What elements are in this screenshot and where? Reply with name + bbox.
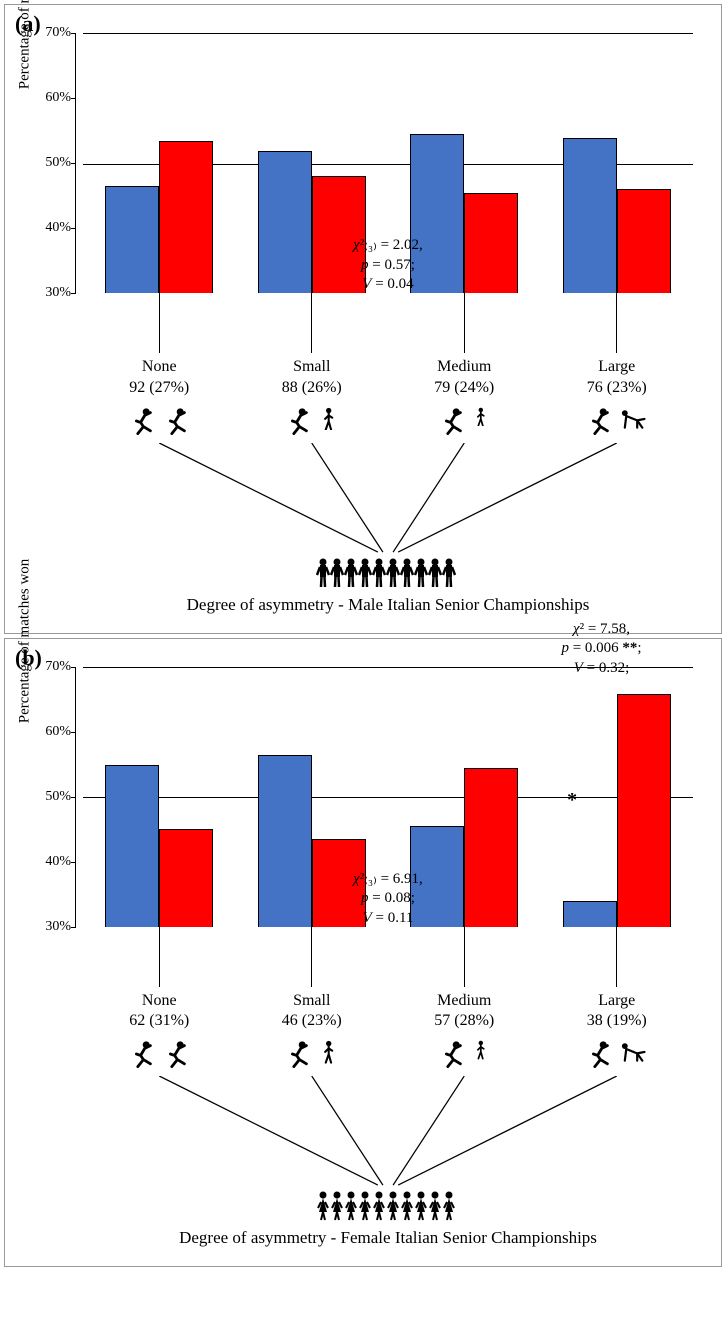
category-label: Large38 (19%) — [541, 991, 694, 1033]
y-axis-title: Percentage of matches won — [17, 0, 34, 89]
panel-caption: Degree of asymmetry - Female Italian Sen… — [83, 1228, 693, 1248]
bar-blue — [258, 755, 312, 927]
y-tick-label: 70% — [45, 25, 71, 41]
category-none: None62 (31%) — [83, 927, 236, 1069]
y-tick-label: 60% — [45, 724, 71, 740]
category-label: None92 (27%) — [83, 357, 236, 399]
converge-lines — [83, 1076, 693, 1196]
bar-pair-large — [541, 34, 694, 293]
category-large: Large76 (23%) — [541, 293, 694, 435]
bar-blue — [563, 138, 617, 293]
bar-red — [159, 829, 213, 926]
bar-blue — [105, 186, 159, 293]
bar-blue — [258, 151, 312, 293]
category-small: Small46 (23%) — [236, 927, 389, 1069]
category-icons — [236, 1040, 389, 1068]
category-icons — [388, 1040, 541, 1068]
y-tick-label: 40% — [45, 854, 71, 870]
plot-area: χ²₍₃₎ = 2.02,p = 0.57;V = 0.04 — [83, 33, 693, 293]
y-tick-label: 60% — [45, 90, 71, 106]
bar-red — [617, 189, 671, 293]
category-large: Large38 (19%) — [541, 927, 694, 1069]
bar-red — [617, 694, 671, 927]
category-icons — [541, 407, 694, 435]
stats-center: χ²₍₃₎ = 2.02,p = 0.57;V = 0.04 — [309, 236, 468, 295]
stats-center: χ²₍₃₎ = 6.91,p = 0.08;V = 0.11 — [309, 870, 468, 929]
panel-a: (a) 30%40%50%60%70% Percentage of matche… — [4, 4, 722, 634]
category-icons — [83, 407, 236, 435]
bar-pair-none — [83, 34, 236, 293]
bar-pair-none — [83, 668, 236, 927]
bar-red — [464, 193, 518, 293]
category-label: Medium57 (28%) — [388, 991, 541, 1033]
bar-pair-large — [541, 668, 694, 927]
category-icons — [83, 1040, 236, 1068]
category-label: Small46 (23%) — [236, 991, 389, 1033]
categories-area: None62 (31%) Small46 (23%) Medium57 (28%… — [83, 927, 693, 1069]
category-icons — [388, 407, 541, 435]
panel-b: (b) χ² = 7.58,p = 0.006 **;V = 0.32; 30%… — [4, 638, 722, 1268]
categories-area: None92 (27%) Small88 (26%) Medium79 (24%… — [83, 293, 693, 435]
panel-caption: Degree of asymmetry - Male Italian Senio… — [83, 595, 693, 615]
converge-lines — [83, 443, 693, 563]
chart-area: χ² = 7.58,p = 0.006 **;V = 0.32; 30%40%5… — [83, 667, 693, 927]
y-axis: 30%40%50%60%70% — [75, 33, 83, 293]
category-icons — [236, 407, 389, 435]
category-none: None92 (27%) — [83, 293, 236, 435]
y-tick-label: 50% — [45, 789, 71, 805]
bar-red — [159, 141, 213, 293]
y-axis-title: Percentage of matches won — [17, 558, 34, 723]
y-tick-label: 30% — [45, 285, 71, 301]
category-label: Large76 (23%) — [541, 357, 694, 399]
bar-blue — [563, 901, 617, 927]
y-tick-label: 70% — [45, 659, 71, 675]
plot-area: * χ²₍₃₎ = 6.91,p = 0.08;V = 0.11 — [83, 667, 693, 927]
category-label: Small88 (26%) — [236, 357, 389, 399]
y-tick-label: 40% — [45, 220, 71, 236]
y-tick-label: 50% — [45, 155, 71, 171]
y-axis: 30%40%50%60%70% — [75, 667, 83, 927]
bar-red — [464, 768, 518, 927]
bar-blue — [105, 765, 159, 927]
chart-area: 30%40%50%60%70% Percentage of matches wo… — [83, 33, 693, 293]
category-small: Small88 (26%) — [236, 293, 389, 435]
category-medium: Medium79 (24%) — [388, 293, 541, 435]
category-medium: Medium57 (28%) — [388, 927, 541, 1069]
category-label: Medium79 (24%) — [388, 357, 541, 399]
y-tick-label: 30% — [45, 919, 71, 935]
category-icons — [541, 1040, 694, 1068]
category-label: None62 (31%) — [83, 991, 236, 1033]
